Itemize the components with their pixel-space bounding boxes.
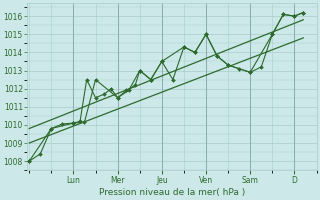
- X-axis label: Pression niveau de la mer( hPa ): Pression niveau de la mer( hPa ): [99, 188, 245, 197]
